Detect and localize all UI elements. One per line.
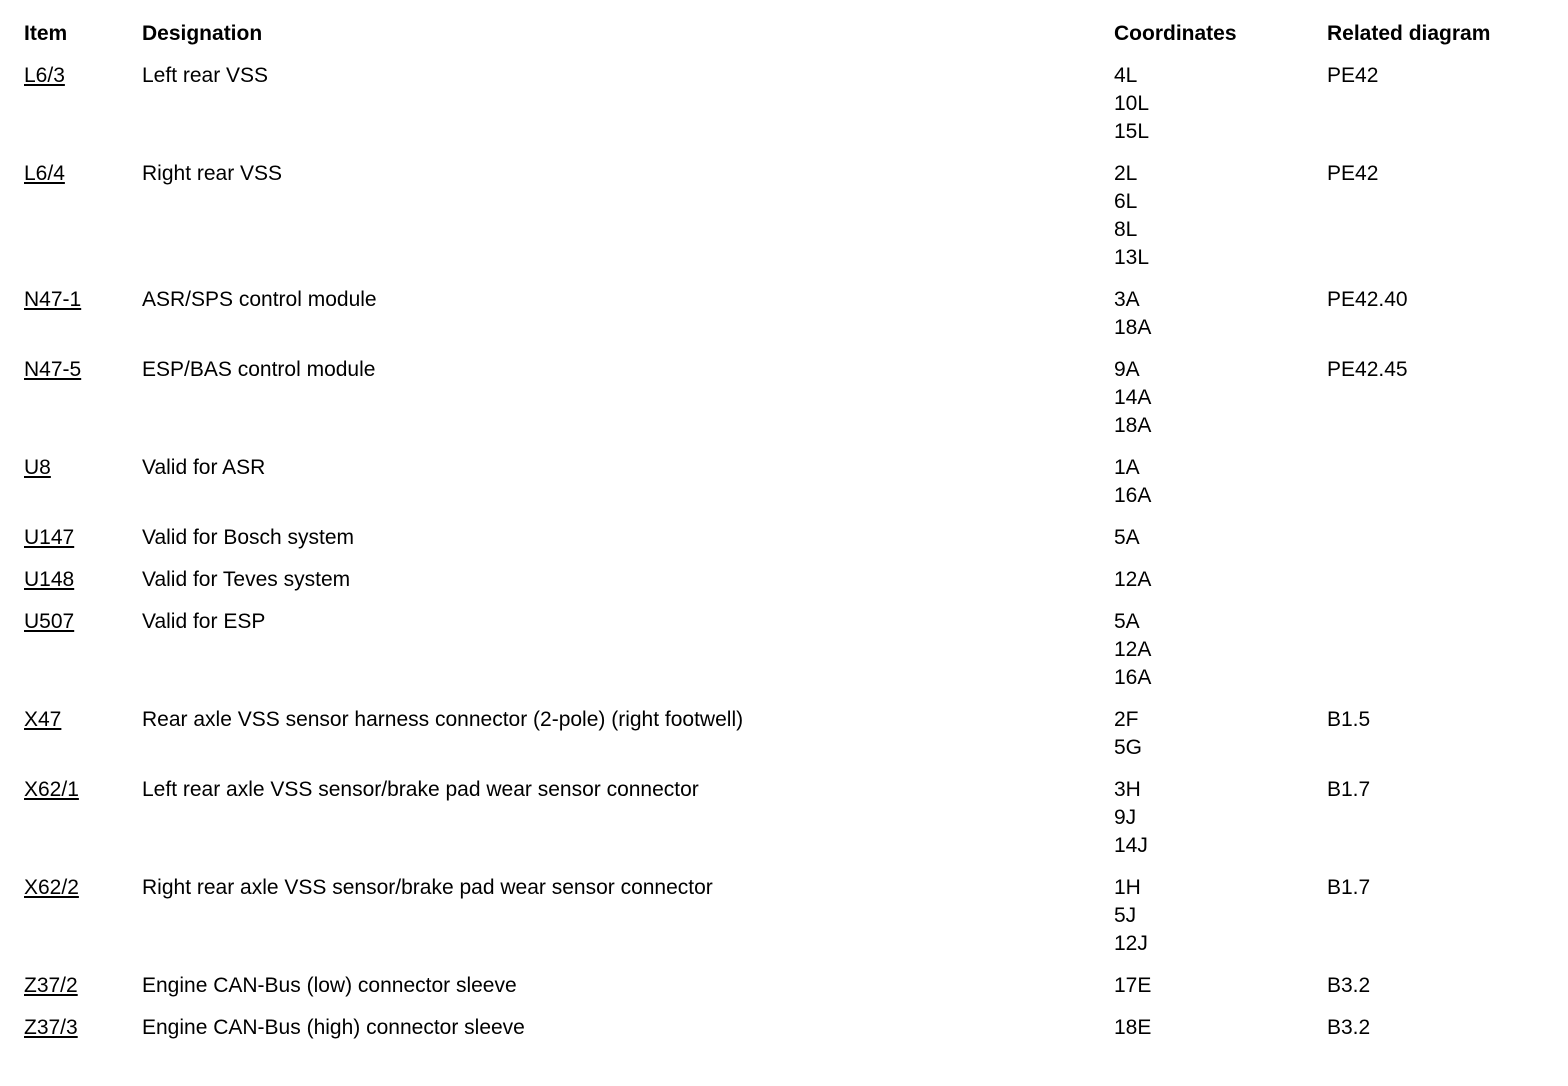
related-diagram-cell: [1327, 454, 1568, 524]
table-header-row: Item Designation Coordinates Related dia…: [24, 20, 1568, 62]
related-diagram-cell: PE42.40: [1327, 288, 1408, 311]
designation-cell: Valid for ASR: [142, 456, 266, 479]
column-header-related-diagram: Related diagram: [1327, 22, 1491, 45]
coordinates-cell: 1A 16A: [1114, 456, 1152, 507]
coordinates-cell: 3A 18A: [1114, 288, 1152, 339]
component-legend-page: Item Designation Coordinates Related dia…: [24, 20, 1568, 1056]
table-body: L6/3 Left rear VSS 4L 10L 15L PE42 L6/4 …: [24, 62, 1568, 1056]
related-diagram-cell: [1327, 524, 1568, 566]
coordinates-cell: 2L 6L 8L 13L: [1114, 162, 1150, 269]
item-cell: N47-5: [24, 356, 142, 454]
designation-cell: Valid for Bosch system: [142, 526, 355, 549]
item-link[interactable]: U507: [24, 610, 75, 633]
related-diagram-cell: PE42: [1327, 64, 1379, 87]
item-link[interactable]: U147: [24, 526, 75, 549]
table-row: N47-1 ASR/SPS control module 3A 18A PE42…: [24, 286, 1568, 356]
table-row: L6/3 Left rear VSS 4L 10L 15L PE42: [24, 62, 1568, 160]
coordinates-cell: 3H 9J 14J: [1114, 778, 1148, 857]
item-link[interactable]: X62/2: [24, 876, 79, 899]
item-link[interactable]: N47-1: [24, 288, 82, 311]
related-diagram-cell: B1.5: [1327, 708, 1371, 731]
designation-cell: Engine CAN-Bus (low) connector sleeve: [142, 974, 517, 997]
related-diagram-cell: PE42.45: [1327, 358, 1408, 381]
designation-cell: Valid for Teves system: [142, 568, 351, 591]
item-link[interactable]: X62/1: [24, 778, 79, 801]
coordinates-cell: 18E: [1114, 1016, 1152, 1039]
item-cell: X62/1: [24, 776, 142, 874]
table-row: X62/2 Right rear axle VSS sensor/brake p…: [24, 874, 1568, 972]
item-cell: U8: [24, 454, 142, 524]
designation-cell: ASR/SPS control module: [142, 288, 377, 311]
column-header-item: Item: [24, 22, 68, 45]
coordinates-cell: 12A: [1114, 568, 1152, 591]
designation-cell: ESP/BAS control module: [142, 358, 376, 381]
item-cell: X47: [24, 706, 142, 776]
item-cell: N47-1: [24, 286, 142, 356]
related-diagram-cell: PE42: [1327, 162, 1379, 185]
item-link[interactable]: Z37/3: [24, 1016, 78, 1039]
table-row: U507 Valid for ESP 5A 12A 16A: [24, 608, 1568, 706]
item-cell: Z37/2: [24, 972, 142, 1014]
item-cell: L6/3: [24, 62, 142, 160]
item-cell: U507: [24, 608, 142, 706]
item-link[interactable]: U8: [24, 456, 51, 479]
coordinates-cell: 17E: [1114, 974, 1152, 997]
designation-cell: Rear axle VSS sensor harness connector (…: [142, 708, 744, 731]
designation-cell: Left rear VSS: [142, 64, 269, 87]
related-diagram-cell: B3.2: [1327, 974, 1371, 997]
coordinates-cell: 2F 5G: [1114, 708, 1143, 759]
coordinates-cell: 5A 12A 16A: [1114, 610, 1152, 689]
column-header-designation: Designation: [142, 22, 263, 45]
table-row: X47 Rear axle VSS sensor harness connect…: [24, 706, 1568, 776]
item-cell: Z37/3: [24, 1014, 142, 1056]
table-row: U148 Valid for Teves system 12A: [24, 566, 1568, 608]
item-link[interactable]: X47: [24, 708, 62, 731]
coordinates-cell: 4L 10L 15L: [1114, 64, 1150, 143]
related-diagram-cell: B1.7: [1327, 778, 1371, 801]
item-link[interactable]: Z37/2: [24, 974, 78, 997]
table-row: L6/4 Right rear VSS 2L 6L 8L 13L PE42: [24, 160, 1568, 286]
designation-cell: Right rear axle VSS sensor/brake pad wea…: [142, 876, 713, 899]
related-diagram-cell: [1327, 566, 1568, 608]
related-diagram-cell: B3.2: [1327, 1016, 1371, 1039]
coordinates-cell: 1H 5J 12J: [1114, 876, 1148, 955]
item-link[interactable]: N47-5: [24, 358, 82, 381]
related-diagram-cell: [1327, 608, 1568, 706]
item-cell: U148: [24, 566, 142, 608]
designation-cell: Valid for ESP: [142, 610, 266, 633]
table-row: U147 Valid for Bosch system 5A: [24, 524, 1568, 566]
table-row: X62/1 Left rear axle VSS sensor/brake pa…: [24, 776, 1568, 874]
item-link[interactable]: L6/3: [24, 64, 65, 87]
item-cell: X62/2: [24, 874, 142, 972]
coordinates-cell: 5A: [1114, 526, 1140, 549]
designation-cell: Left rear axle VSS sensor/brake pad wear…: [142, 778, 699, 801]
related-diagram-cell: B1.7: [1327, 876, 1371, 899]
item-cell: L6/4: [24, 160, 142, 286]
table-row: U8 Valid for ASR 1A 16A: [24, 454, 1568, 524]
item-cell: U147: [24, 524, 142, 566]
coordinates-cell: 9A 14A 18A: [1114, 358, 1152, 437]
table-row: N47-5 ESP/BAS control module 9A 14A 18A …: [24, 356, 1568, 454]
item-link[interactable]: U148: [24, 568, 75, 591]
item-link[interactable]: L6/4: [24, 162, 65, 185]
designation-cell: Engine CAN-Bus (high) connector sleeve: [142, 1016, 525, 1039]
table-row: Z37/3 Engine CAN-Bus (high) connector sl…: [24, 1014, 1568, 1056]
component-legend-table: Item Designation Coordinates Related dia…: [24, 20, 1568, 1056]
table-row: Z37/2 Engine CAN-Bus (low) connector sle…: [24, 972, 1568, 1014]
designation-cell: Right rear VSS: [142, 162, 283, 185]
column-header-coordinates: Coordinates: [1114, 22, 1237, 45]
